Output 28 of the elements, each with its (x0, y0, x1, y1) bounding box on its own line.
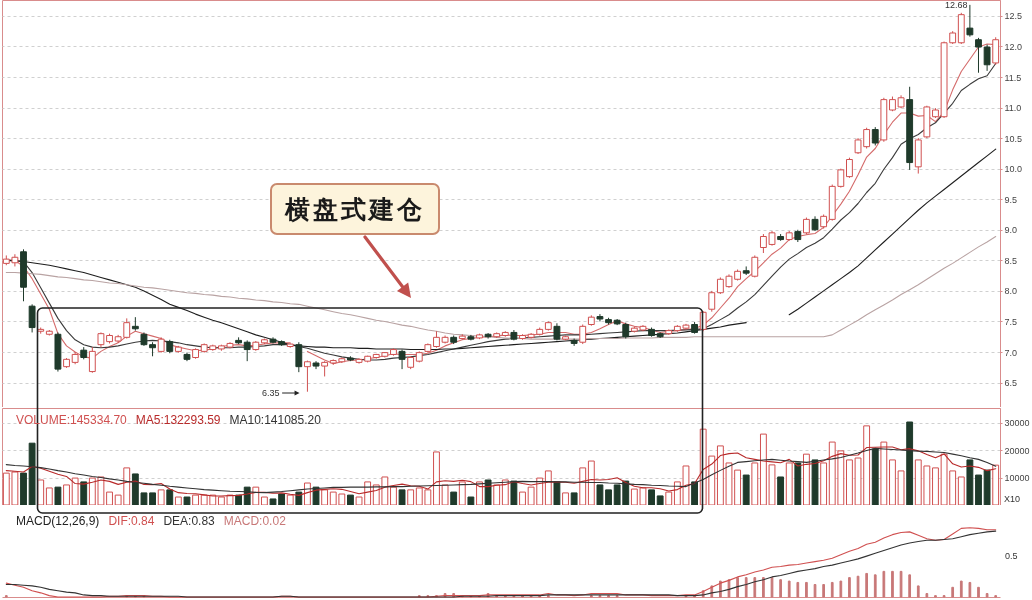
text: DIF:0.84 (108, 514, 155, 528)
callout-box: 横盘式建仓 (270, 183, 440, 235)
y-tick-label: 10.0 (1004, 164, 1023, 175)
y-tick-label: 12.0 (1004, 41, 1023, 52)
y-tick-label: 8.0 (1004, 286, 1018, 297)
text: X10 (1004, 494, 1021, 504)
text: 0.5 (1005, 551, 1018, 561)
y-tick-label: 7.5 (1004, 316, 1018, 327)
y-tick-label: 12.5 (1004, 11, 1023, 22)
chart-title: MACD(12,26,9) (16, 514, 100, 528)
y-tick-label: 9.0 (1004, 225, 1018, 236)
text: MA5:132293.59 (135, 413, 221, 427)
text: MA10:141085.20 (229, 413, 321, 427)
y-tick-label: 7.0 (1004, 347, 1018, 358)
y-tick-label: 30000 (1004, 418, 1030, 429)
y-tick-label: 6.5 (1004, 378, 1018, 389)
y-tick-label: 11.5 (1004, 72, 1022, 83)
y-tick-label: 10.5 (1004, 133, 1023, 144)
text: MACD:0.02 (223, 514, 286, 528)
annotation: 6.35 (262, 388, 280, 398)
annotation: 横盘式建仓 (285, 193, 425, 226)
y-tick-label: 8.5 (1004, 255, 1018, 266)
y-tick-label: 10000 (1004, 473, 1030, 484)
y-tick-label: 9.5 (1004, 194, 1018, 205)
text: DEA:0.83 (163, 514, 215, 528)
y-tick-label: 20000 (1004, 445, 1030, 456)
y-tick-label: 11.0 (1004, 103, 1022, 114)
annotation: 12.68 (945, 0, 968, 10)
